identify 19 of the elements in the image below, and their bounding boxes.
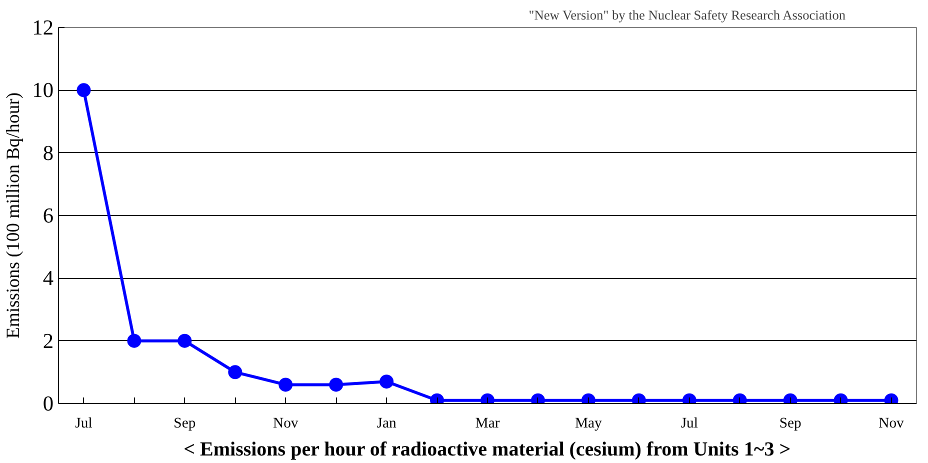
y-tick-label: 6 [42, 204, 54, 228]
x-tick-label: Jul [680, 416, 698, 432]
x-tick-label: Sep [779, 416, 802, 432]
y-tick-label: 2 [42, 328, 54, 353]
x-tick-label: Jul [75, 416, 92, 432]
text: "New Version" by the Nuclear Safety Research Association [528, 8, 846, 22]
x-tick-label: Jan [376, 416, 397, 432]
x-tick-label: Nov [878, 416, 905, 432]
x-tick-label: Mar [475, 416, 500, 432]
y-axis-title: Emissions (100 million Bq/hour) [3, 92, 24, 339]
y-tick-label: 10 [32, 78, 54, 102]
x-tick-label: Sep [174, 416, 196, 432]
x-tick-label: Nov [272, 416, 299, 432]
y-tick-label: 4 [42, 266, 54, 290]
x-tick-label: May [575, 416, 603, 432]
y-tick-label: 0 [42, 392, 54, 416]
x-axis-title: < Emissions per hour of radioactive material (cesium) from Units 1~3 > [184, 438, 791, 460]
y-tick-label: 12 [32, 16, 54, 40]
y-tick-label: 8 [42, 140, 54, 165]
